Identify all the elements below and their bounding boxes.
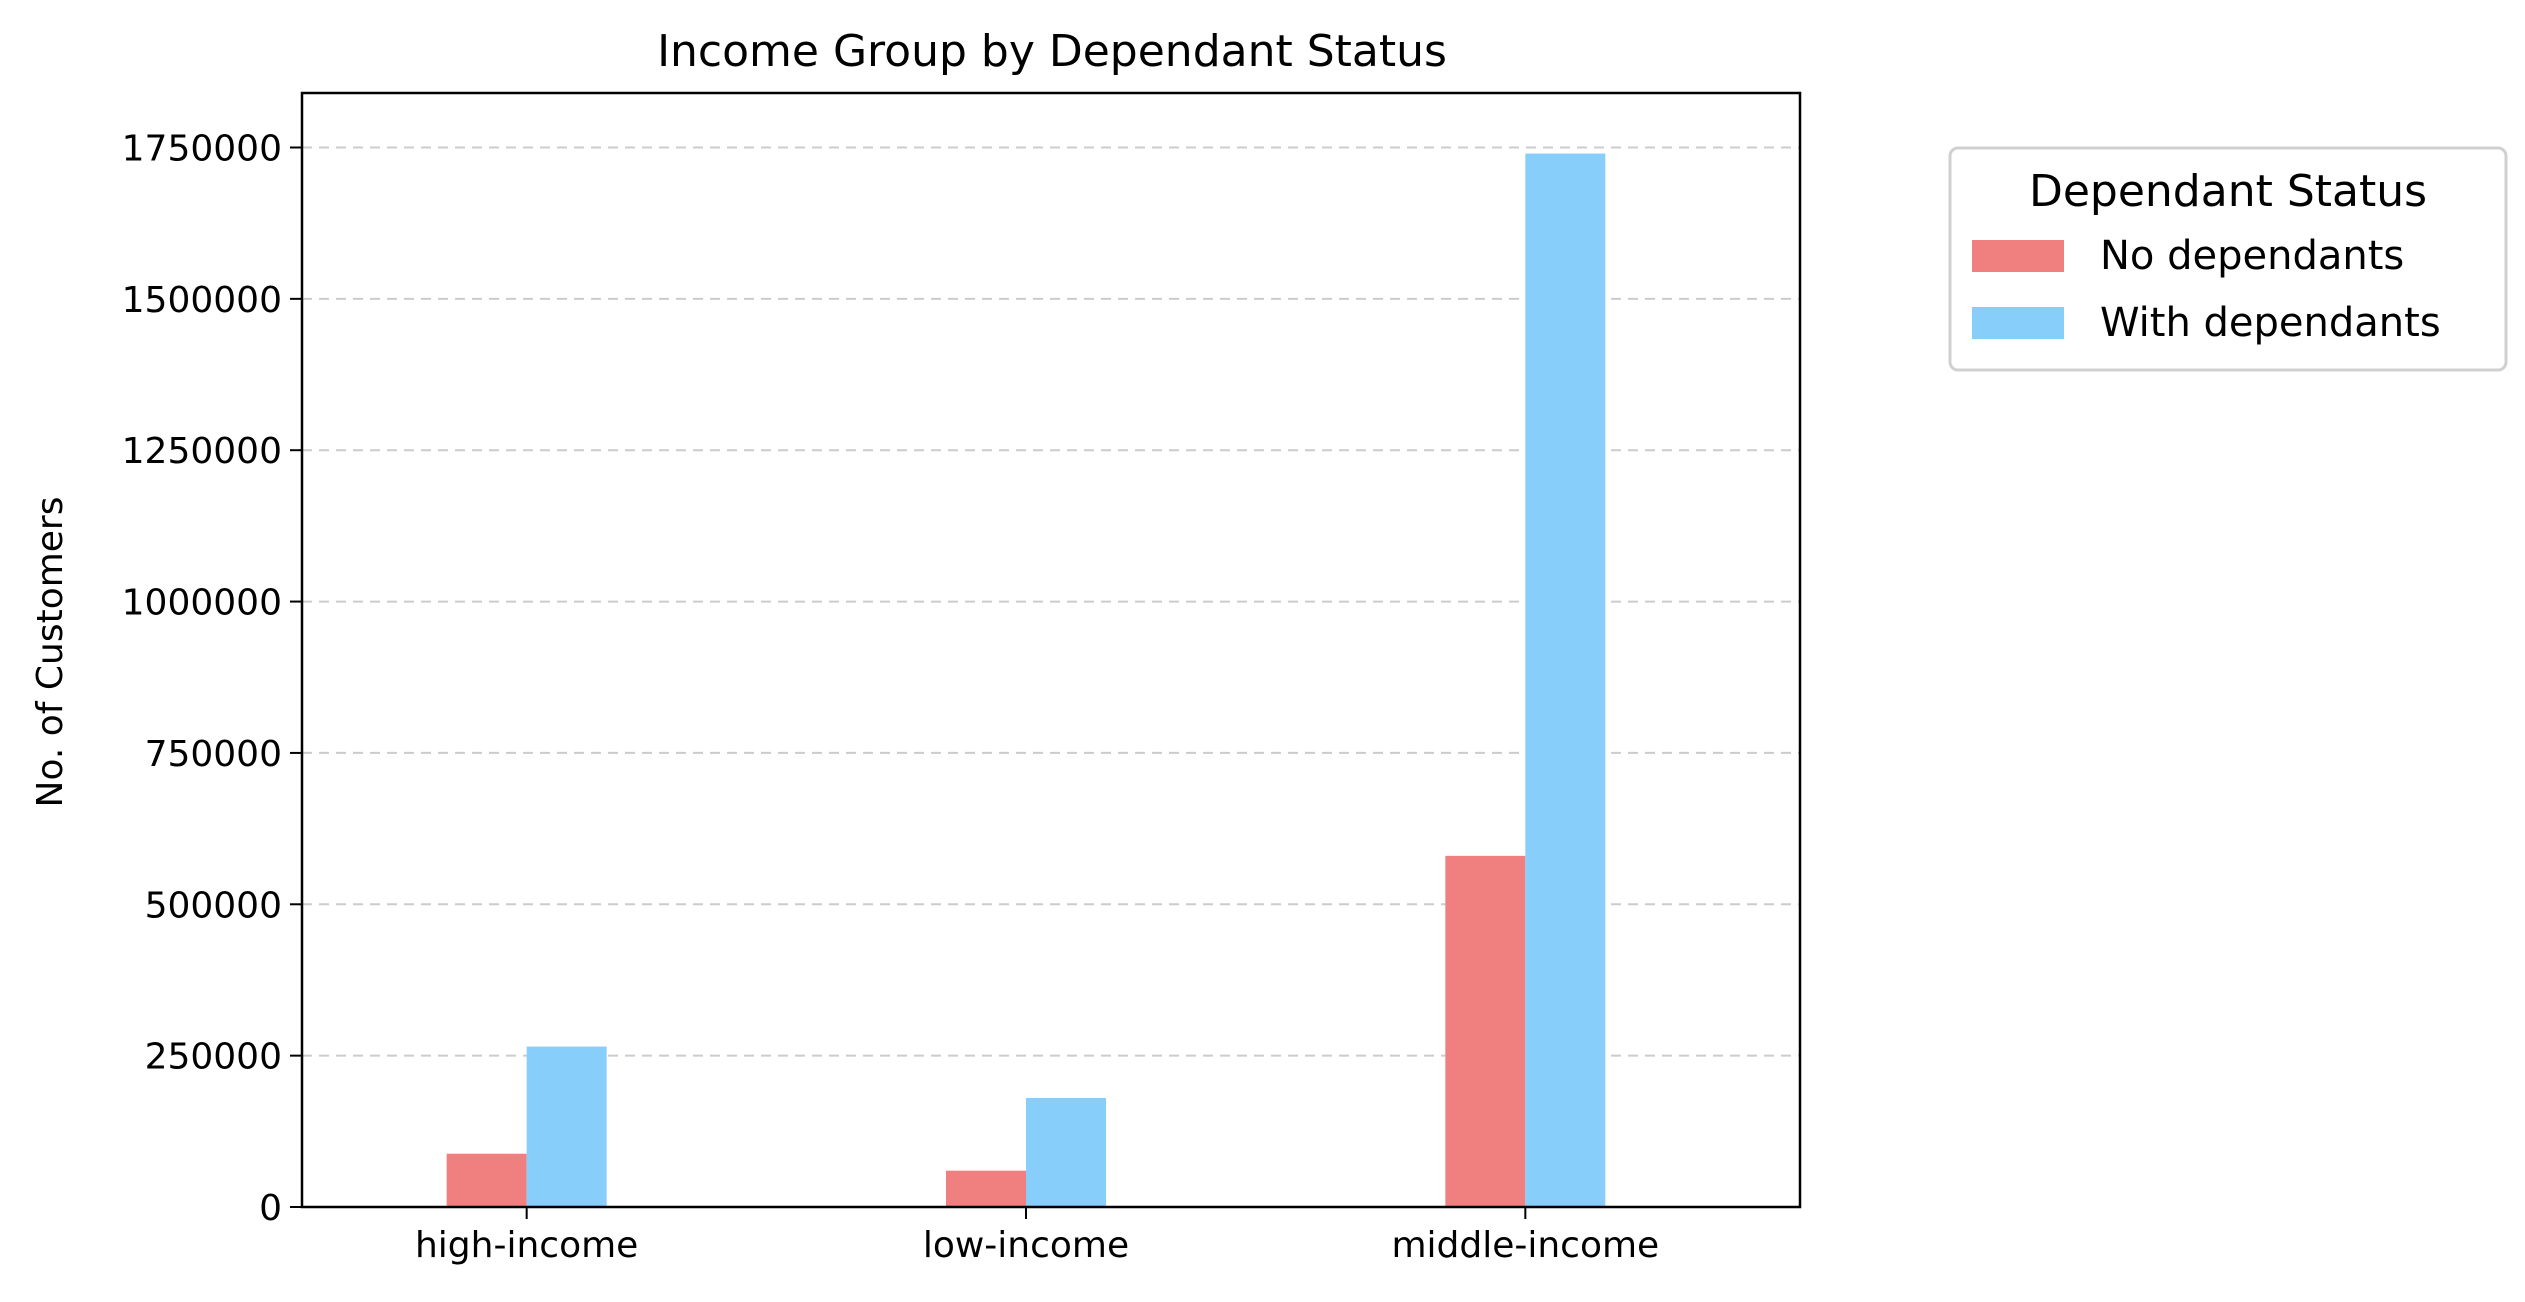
y-tick-label: 1250000 (122, 431, 282, 472)
plot-frame (300, 91, 1802, 1209)
bar-high-income-with-dependants (526, 1046, 607, 1207)
y-tick-label: 1750000 (122, 128, 282, 169)
y-tick-labels: 0 250000 500000 750000 1000000 1250000 1500000… (122, 128, 282, 1229)
legend-title: Dependant Status (2029, 166, 2427, 217)
x-tick-label: low-income (923, 1225, 1129, 1266)
legend-swatch (1972, 240, 2064, 272)
chart-title: Income Group by Dependant Status (657, 26, 1447, 77)
legend-swatch (1972, 307, 2064, 339)
x-tick-label: high-income (415, 1225, 638, 1266)
y-tick-label: 1500000 (122, 280, 282, 321)
y-tick-label: 250000 (145, 1037, 282, 1078)
y-tick-label: 1000000 (122, 583, 282, 624)
legend-entries: No dependants With dependants (1972, 233, 2441, 346)
bar-high-income-no-dependants (446, 1153, 527, 1207)
bar-middle-income-with-dependants (1525, 153, 1606, 1208)
bar-low-income-with-dependants (1026, 1098, 1106, 1207)
y-axis-title: No. of Customers (30, 497, 71, 808)
legend-label: No dependants (2100, 233, 2404, 279)
x-tick-label: middle-income (1391, 1225, 1659, 1266)
y-tick-label: 500000 (145, 885, 282, 926)
legend-label: With dependants (2100, 300, 2441, 346)
x-tick-labels: high-income low-income middle-income (415, 1225, 1659, 1266)
y-tick-label: 750000 (145, 734, 282, 775)
legend-frame (1948, 146, 2508, 372)
bars (446, 153, 1606, 1208)
axes (290, 91, 1802, 1219)
bar-low-income-no-dependants (946, 1170, 1026, 1207)
y-tick-label: 0 (259, 1188, 282, 1229)
legend: Dependant Status No dependants With depen… (1948, 146, 2508, 372)
bar-middle-income-no-dependants (1445, 855, 1526, 1207)
